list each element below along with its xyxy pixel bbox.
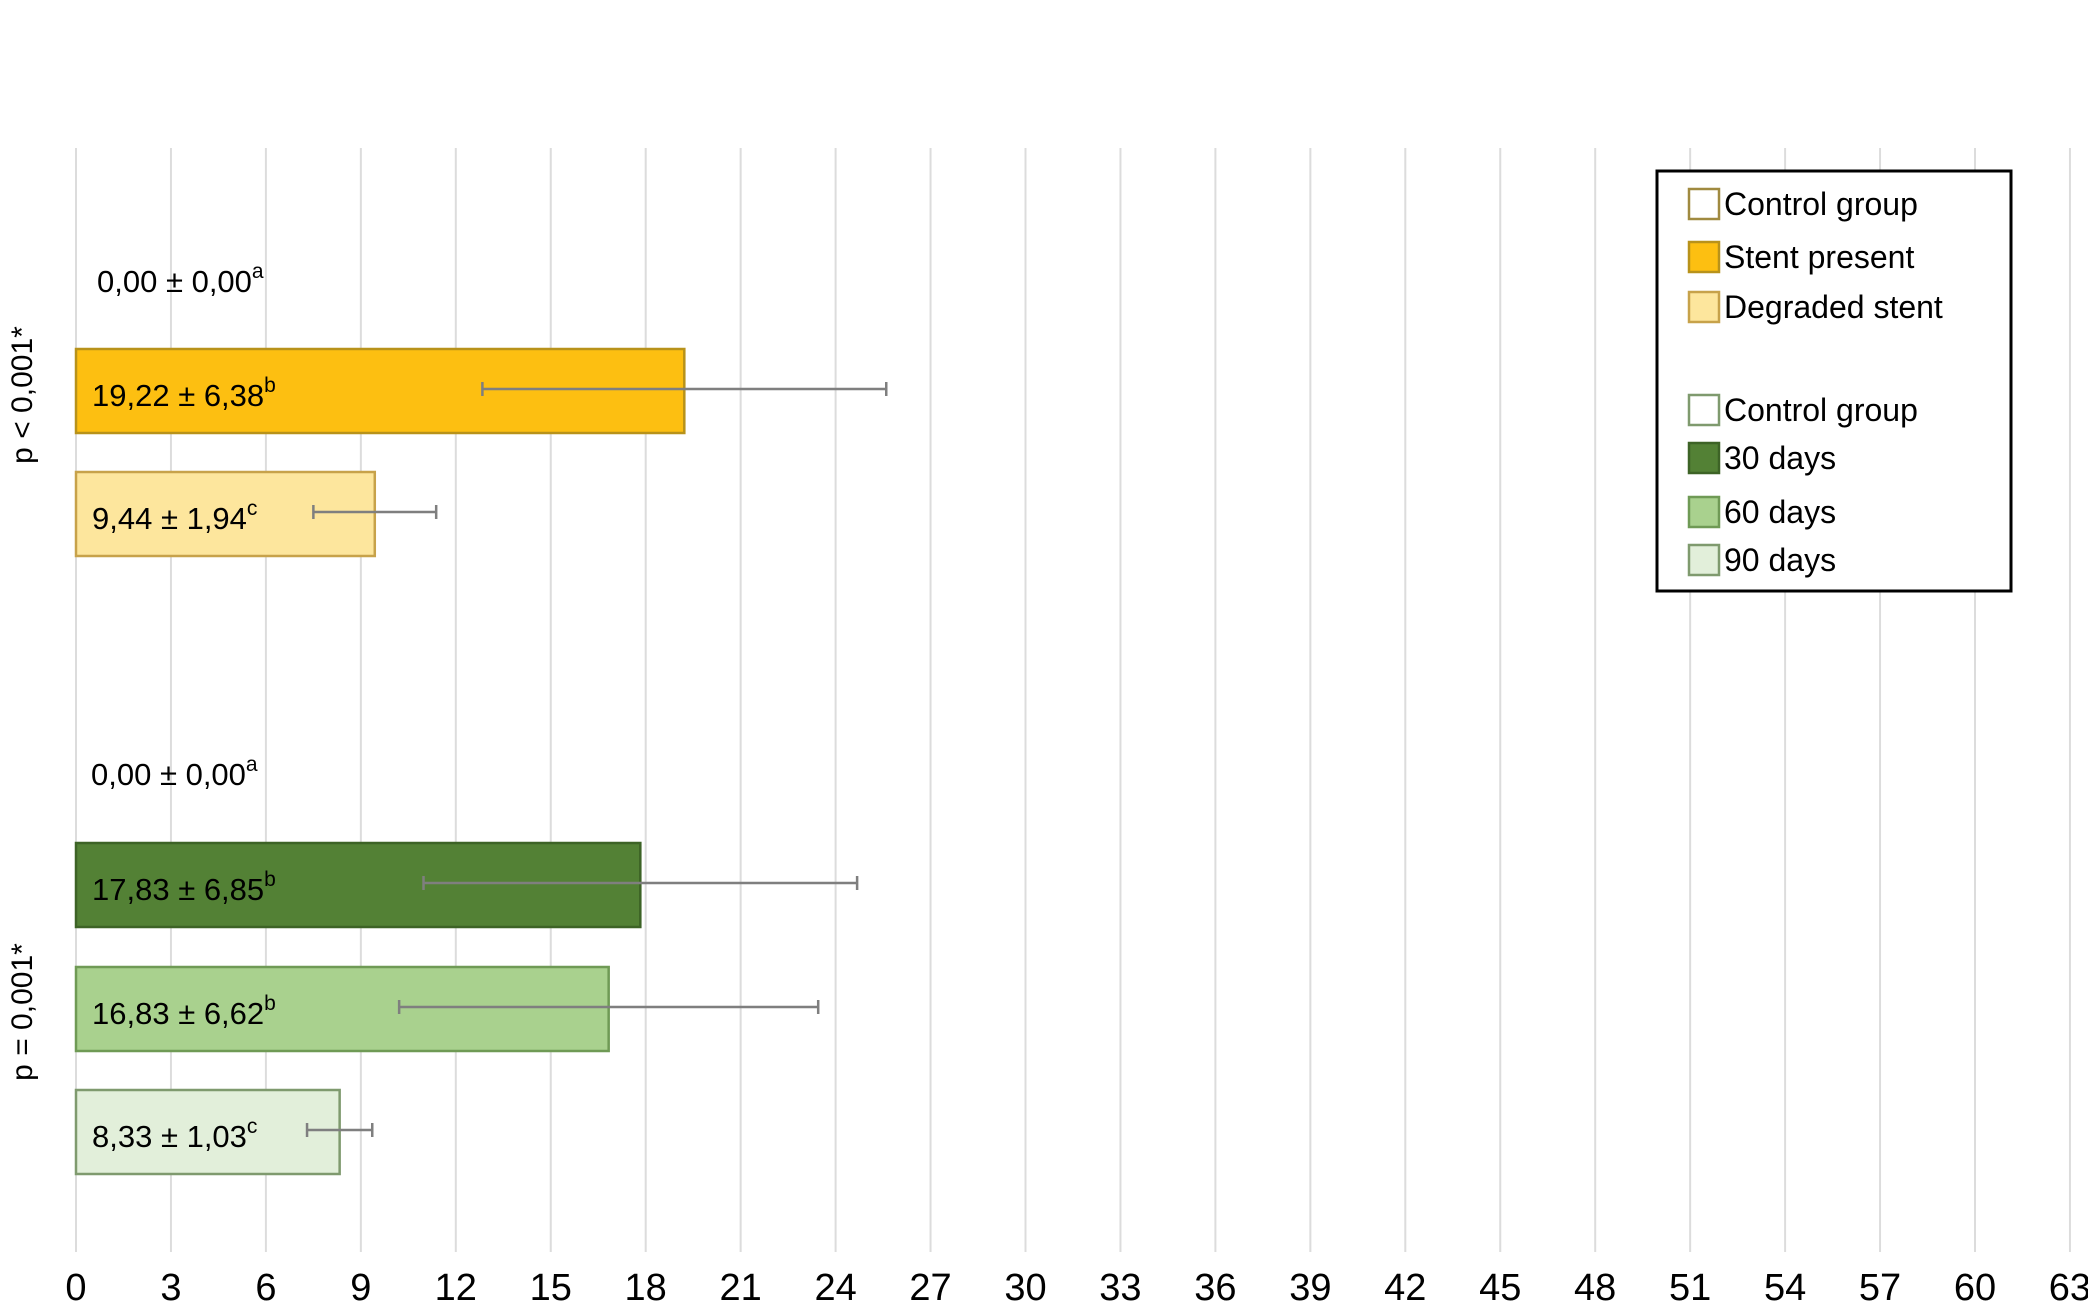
grid-lines — [75, 148, 2071, 1252]
legend-label: 90 days — [1724, 542, 1836, 578]
error-bars — [305, 382, 888, 1137]
x-tick-label: 0 — [65, 1267, 86, 1309]
x-tick-label: 12 — [435, 1267, 477, 1309]
bar-value-label: 0,00 ± 0,00a — [97, 260, 264, 299]
x-tick-label: 63 — [2049, 1267, 2088, 1309]
legend: Control group Stent present Degraded stent… — [1655, 169, 2013, 593]
significance-letter: b — [264, 992, 276, 1015]
bar-value-label: 17,83 ± 6,85b — [92, 868, 276, 907]
bar-value-label: 8,33 ± 1,03c — [92, 1115, 257, 1154]
bar-value-label: 19,22 ± 6,38b — [92, 374, 276, 413]
bar-value-text: 0,00 ± 0,00 — [97, 264, 252, 299]
bar — [74, 1088, 341, 1176]
bar-value-text: 17,83 ± 6,85 — [92, 872, 264, 907]
bar-value-label: 9,44 ± 1,94c — [92, 497, 257, 536]
bar — [74, 347, 686, 435]
legend-swatch — [1687, 290, 1721, 324]
bars — [74, 347, 686, 1176]
bar — [74, 965, 610, 1053]
significance-letter: c — [247, 497, 258, 520]
bar — [74, 841, 642, 929]
x-tick-label: 57 — [1859, 1267, 1901, 1309]
legend-swatch — [1687, 441, 1721, 475]
legend-swatch — [1687, 495, 1721, 529]
x-tick-label: 36 — [1194, 1267, 1236, 1309]
bar-value-text: 19,22 ± 6,38 — [92, 378, 264, 413]
group-label: p = 0,001* — [6, 943, 39, 1081]
bar-value-label: 0,00 ± 0,00a — [91, 753, 258, 792]
legend-label: Control group — [1724, 392, 1918, 428]
legend-label: 30 days — [1724, 440, 1836, 476]
x-tick-label: 45 — [1479, 1267, 1521, 1309]
legend-swatch — [1687, 187, 1721, 221]
legend-label: 60 days — [1724, 494, 1836, 530]
group-labels: p < 0,001* p = 0,001* — [6, 326, 39, 1081]
significance-letter: a — [246, 753, 258, 776]
x-tick-label: 21 — [720, 1267, 762, 1309]
significance-letter: b — [264, 374, 276, 397]
x-tick-label: 60 — [1954, 1267, 1996, 1309]
legend-label: Degraded stent — [1724, 289, 1943, 325]
x-tick-label: 18 — [625, 1267, 667, 1309]
x-tick-label: 9 — [350, 1267, 371, 1309]
legend-swatch — [1687, 240, 1721, 274]
x-tick-label: 30 — [1004, 1267, 1046, 1309]
x-tick-label: 48 — [1574, 1267, 1616, 1309]
bar-value-text: 8,33 ± 1,03 — [92, 1119, 247, 1154]
bar-value-text: 9,44 ± 1,94 — [92, 501, 247, 536]
x-tick-label: 51 — [1669, 1267, 1711, 1309]
x-tick-label: 42 — [1384, 1267, 1426, 1309]
x-tick-label: 3 — [160, 1267, 181, 1309]
bar-value-text: 16,83 ± 6,62 — [92, 996, 264, 1031]
group-label: p < 0,001* — [6, 326, 39, 464]
x-tick-label: 15 — [530, 1267, 572, 1309]
significance-letter: b — [264, 868, 276, 891]
x-tick-label: 27 — [909, 1267, 951, 1309]
bar — [74, 470, 377, 558]
x-tick-label: 24 — [814, 1267, 856, 1309]
x-tick-label: 6 — [255, 1267, 276, 1309]
legend-swatch — [1687, 543, 1721, 577]
legend-label: Stent present — [1724, 239, 1914, 275]
x-tick-label: 54 — [1764, 1267, 1806, 1309]
significance-letter: a — [252, 260, 264, 283]
legend-swatch — [1687, 393, 1721, 427]
bar-value-text: 0,00 ± 0,00 — [91, 757, 246, 792]
x-tick-label: 39 — [1289, 1267, 1331, 1309]
significance-letter: c — [247, 1115, 258, 1138]
legend-label: Control group — [1724, 186, 1918, 222]
x-axis-ticks: 0 3 6 9 12 15 18 21 24 27 30 33 36 39 42 45 48 51 54 57 60 63 — [65, 1267, 2088, 1309]
bar-value-label: 16,83 ± 6,62b — [92, 992, 276, 1031]
x-tick-label: 33 — [1099, 1267, 1141, 1309]
